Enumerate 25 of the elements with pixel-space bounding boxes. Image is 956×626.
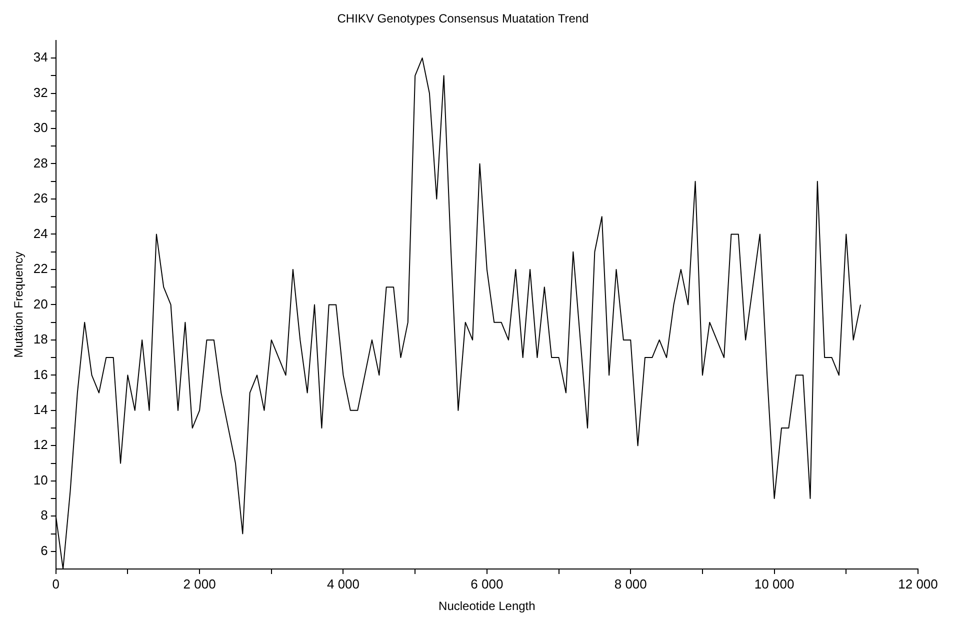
y-tick-label: 20 (33, 296, 48, 312)
y-tick-label: 34 (33, 50, 48, 65)
y-tick-label: 30 (33, 120, 48, 136)
y-tick-label: 18 (33, 332, 48, 347)
y-tick-label: 14 (33, 402, 48, 417)
y-tick-label: 28 (33, 155, 48, 170)
y-tick-label: 16 (33, 366, 48, 382)
y-tick-label: 32 (33, 84, 48, 100)
y-tick-label: 8 (40, 508, 48, 523)
y-tick-label: 10 (33, 472, 48, 488)
y-axis-title: Mutation Frequency (12, 252, 26, 358)
y-tick-label: 24 (33, 226, 48, 241)
y-tick-label: 6 (40, 542, 48, 558)
y-tick-label: 22 (33, 261, 48, 276)
y-tick-label: 12 (33, 437, 48, 452)
x-axis-title: Nucleotide Length (438, 599, 536, 614)
chart-title: CHIKV Genotypes Consensus Muatation Trend (337, 12, 589, 26)
x-tick-label: 2 000 (183, 576, 216, 592)
x-tick-label: 4 000 (326, 576, 360, 592)
x-tick-label: 0 (52, 576, 60, 592)
x-tick-label: 10 000 (754, 576, 794, 592)
x-tick-label: 12 000 (898, 576, 938, 592)
x-tick-label: 8 000 (614, 576, 647, 592)
y-tick-label: 26 (33, 190, 48, 206)
x-tick-label: 6 000 (470, 576, 504, 592)
